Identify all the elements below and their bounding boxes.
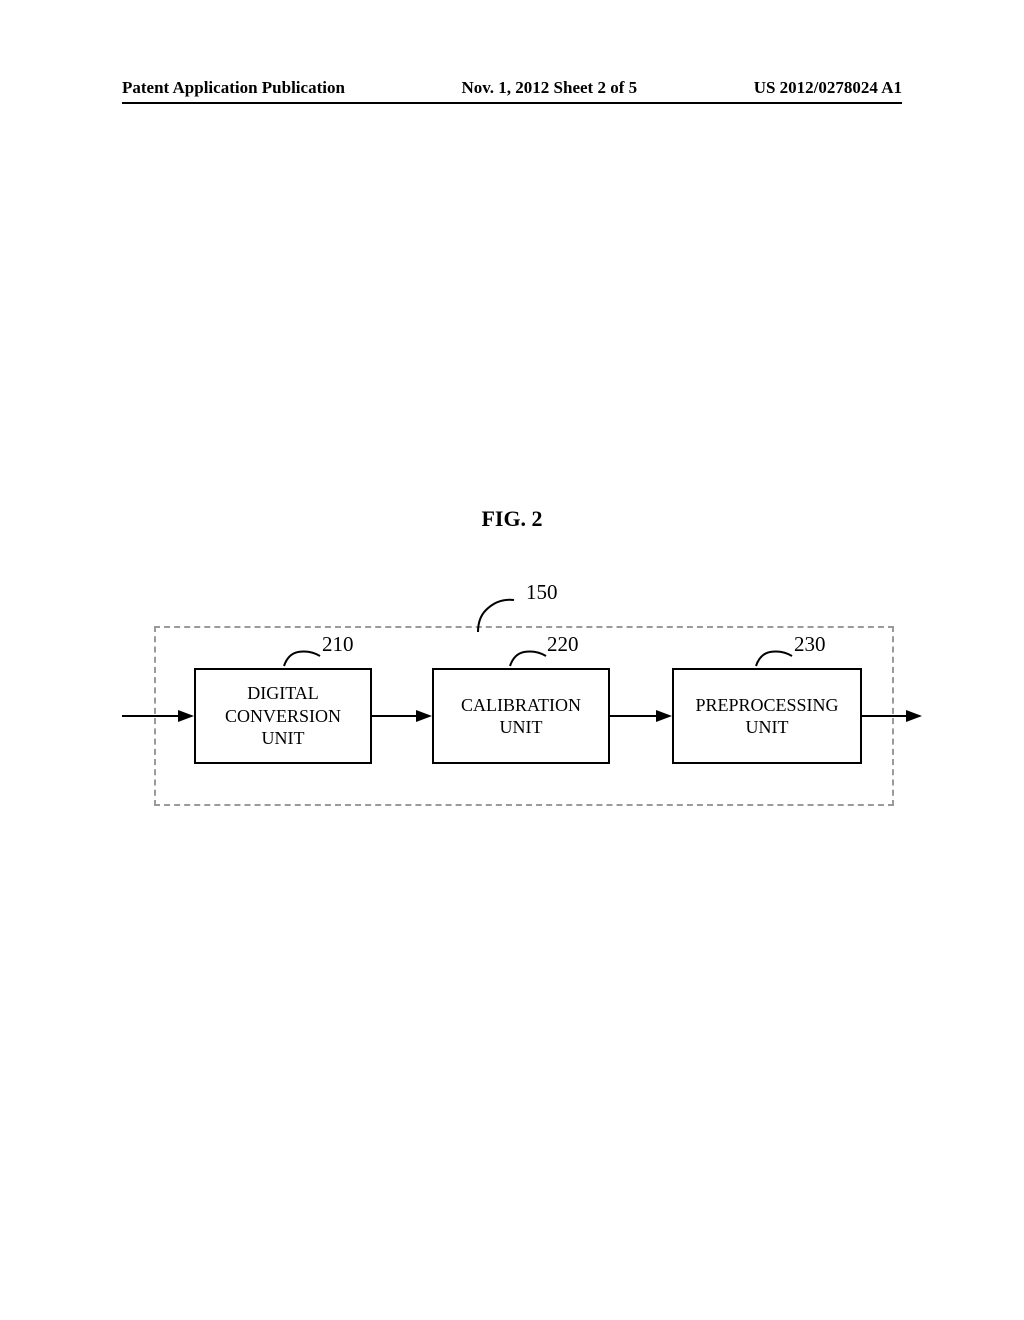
block-label: PREPROCESSING UNIT — [695, 694, 838, 739]
leader-150 — [472, 588, 532, 634]
ref-150: 150 — [526, 580, 558, 605]
leader-230 — [752, 640, 798, 670]
arrow-210-to-220 — [372, 706, 432, 726]
block-label: DIGITAL CONVERSION UNIT — [225, 682, 341, 750]
header-center: Nov. 1, 2012 Sheet 2 of 5 — [461, 78, 637, 98]
ref-210: 210 — [322, 632, 354, 657]
figure-title: FIG. 2 — [0, 506, 1024, 532]
header-right: US 2012/0278024 A1 — [754, 78, 902, 98]
leader-220 — [506, 640, 552, 670]
header-rule — [122, 102, 902, 104]
header-left: Patent Application Publication — [122, 78, 345, 98]
block-preprocessing-unit: PREPROCESSING UNIT — [672, 668, 862, 764]
arrow-220-to-230 — [610, 706, 672, 726]
ref-230: 230 — [794, 632, 826, 657]
arrow-230-to-output — [862, 706, 922, 726]
block-diagram: 150 DIGITAL CONVERSION UNIT CALIBRATION … — [122, 570, 902, 850]
block-digital-conversion-unit: DIGITAL CONVERSION UNIT — [194, 668, 372, 764]
page-header: Patent Application Publication Nov. 1, 2… — [0, 78, 1024, 98]
leader-210 — [280, 640, 326, 670]
block-calibration-unit: CALIBRATION UNIT — [432, 668, 610, 764]
arrow-input-to-210 — [122, 706, 194, 726]
block-label: CALIBRATION UNIT — [461, 694, 581, 739]
